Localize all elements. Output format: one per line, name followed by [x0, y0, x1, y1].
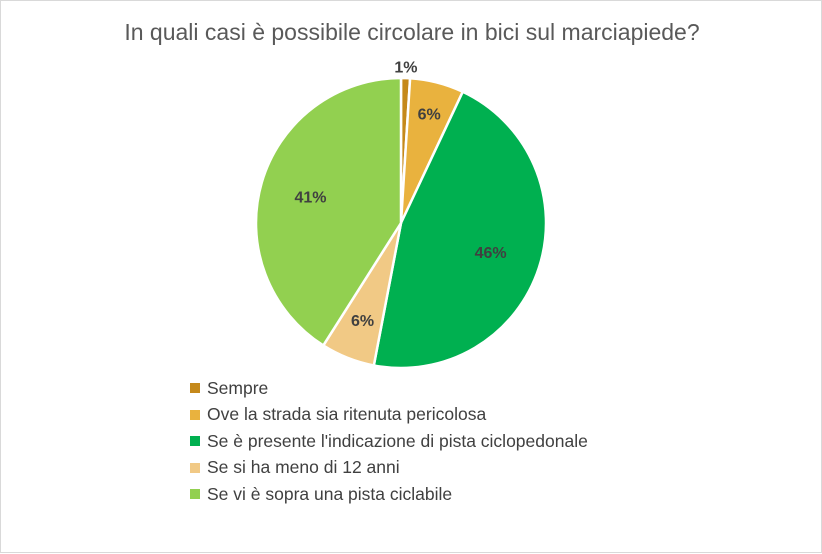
- legend-label: Se si ha meno di 12 anni: [207, 457, 400, 478]
- legend-swatch: [190, 409, 200, 420]
- legend-item: Se si ha meno di 12 anni: [190, 455, 588, 482]
- data-label: 41%: [294, 190, 326, 207]
- pie-slice: [254, 76, 403, 347]
- legend-swatch: [190, 383, 200, 394]
- data-label: 46%: [475, 245, 507, 262]
- legend: Sempre Ove la strada sia ritenuta pericol…: [190, 375, 588, 508]
- pie-slice: [372, 90, 548, 370]
- data-label: 6%: [351, 313, 374, 330]
- legend-item: Se vi è sopra una pista ciclabile: [190, 481, 588, 508]
- legend-swatch: [190, 436, 200, 447]
- legend-item: Sempre: [190, 375, 588, 402]
- legend-label: Sempre: [207, 377, 269, 398]
- legend-label: Ove la strada sia ritenuta pericolosa: [207, 404, 487, 425]
- legend-label: Se è presente l'indicazione di pista cic…: [207, 430, 588, 451]
- legend-item: Ove la strada sia ritenuta pericolosa: [190, 402, 588, 429]
- legend-label: Se vi è sopra una pista ciclabile: [207, 483, 453, 504]
- data-label: 1%: [394, 59, 417, 76]
- data-label: 6%: [418, 106, 441, 123]
- chart-title: In quali casi è possibile circolare in b…: [124, 19, 700, 45]
- legend-swatch: [190, 462, 200, 473]
- legend-item: Se è presente l'indicazione di pista cic…: [190, 428, 588, 455]
- legend-swatch: [190, 489, 200, 500]
